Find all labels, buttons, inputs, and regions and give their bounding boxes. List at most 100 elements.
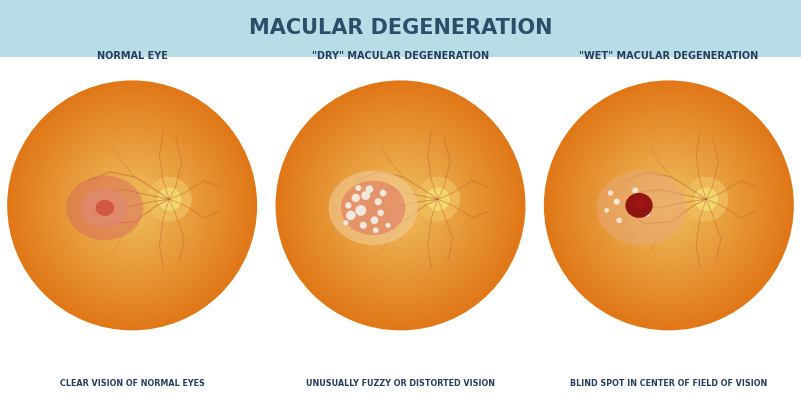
Ellipse shape — [37, 110, 227, 301]
Ellipse shape — [598, 135, 739, 276]
Ellipse shape — [87, 160, 178, 251]
Ellipse shape — [347, 152, 454, 259]
Ellipse shape — [318, 122, 483, 288]
Ellipse shape — [626, 193, 653, 218]
Ellipse shape — [652, 189, 686, 222]
Ellipse shape — [602, 139, 735, 272]
Ellipse shape — [364, 168, 437, 243]
Ellipse shape — [107, 181, 157, 230]
Ellipse shape — [66, 176, 143, 240]
Ellipse shape — [615, 152, 723, 259]
Ellipse shape — [361, 191, 370, 200]
Ellipse shape — [81, 188, 128, 228]
Ellipse shape — [54, 127, 211, 284]
Ellipse shape — [648, 185, 690, 226]
Ellipse shape — [590, 127, 747, 284]
Ellipse shape — [341, 181, 405, 235]
Ellipse shape — [322, 127, 479, 284]
Ellipse shape — [344, 220, 348, 225]
Ellipse shape — [384, 189, 417, 222]
Ellipse shape — [45, 118, 219, 292]
Ellipse shape — [416, 177, 460, 222]
Ellipse shape — [351, 156, 450, 255]
Ellipse shape — [301, 106, 500, 305]
Ellipse shape — [360, 222, 367, 229]
Ellipse shape — [115, 189, 149, 222]
Ellipse shape — [147, 177, 191, 222]
Ellipse shape — [684, 177, 728, 222]
Ellipse shape — [91, 164, 174, 247]
Ellipse shape — [16, 90, 248, 321]
Ellipse shape — [366, 186, 373, 193]
Ellipse shape — [611, 147, 727, 263]
Ellipse shape — [380, 185, 421, 226]
Ellipse shape — [280, 85, 521, 325]
Ellipse shape — [631, 168, 706, 243]
Ellipse shape — [157, 187, 182, 212]
Ellipse shape — [425, 187, 450, 212]
Ellipse shape — [41, 115, 223, 296]
Ellipse shape — [20, 94, 244, 317]
Text: BLIND SPOT IN CENTER OF FIELD OF VISION: BLIND SPOT IN CENTER OF FIELD OF VISION — [570, 379, 767, 388]
Text: NORMAL EYE: NORMAL EYE — [97, 51, 167, 61]
Ellipse shape — [570, 106, 768, 305]
Ellipse shape — [111, 185, 153, 226]
Ellipse shape — [328, 171, 418, 245]
Ellipse shape — [293, 98, 508, 313]
Text: MACULAR DEGENERATION: MACULAR DEGENERATION — [249, 19, 552, 38]
Ellipse shape — [355, 160, 446, 251]
Ellipse shape — [607, 143, 731, 267]
Ellipse shape — [657, 193, 681, 218]
Ellipse shape — [605, 208, 609, 213]
Ellipse shape — [614, 199, 620, 205]
Ellipse shape — [62, 135, 203, 276]
Ellipse shape — [694, 187, 718, 212]
Ellipse shape — [597, 171, 686, 245]
Ellipse shape — [83, 156, 182, 255]
Ellipse shape — [623, 160, 714, 251]
Ellipse shape — [380, 190, 386, 196]
Ellipse shape — [627, 164, 710, 247]
Ellipse shape — [392, 197, 409, 214]
Ellipse shape — [120, 193, 144, 218]
Ellipse shape — [545, 81, 793, 329]
Ellipse shape — [371, 216, 378, 224]
Ellipse shape — [582, 118, 755, 292]
Text: UNUSUALLY FUZZY OR DISTORTED VISION: UNUSUALLY FUZZY OR DISTORTED VISION — [306, 379, 495, 388]
Ellipse shape — [388, 193, 413, 218]
Ellipse shape — [368, 172, 433, 239]
Ellipse shape — [309, 115, 492, 296]
Ellipse shape — [372, 177, 429, 234]
Bar — [0, 0, 801, 57]
Ellipse shape — [377, 210, 384, 216]
Ellipse shape — [356, 205, 366, 216]
Ellipse shape — [326, 131, 475, 280]
Ellipse shape — [661, 197, 677, 214]
Ellipse shape — [373, 228, 378, 233]
Ellipse shape — [586, 122, 751, 288]
Ellipse shape — [305, 110, 496, 301]
Ellipse shape — [95, 168, 170, 243]
Ellipse shape — [66, 139, 199, 272]
Ellipse shape — [33, 106, 231, 305]
Ellipse shape — [128, 201, 136, 209]
Ellipse shape — [25, 98, 239, 313]
Ellipse shape — [288, 94, 513, 317]
Ellipse shape — [549, 85, 789, 325]
Ellipse shape — [78, 152, 186, 259]
Ellipse shape — [375, 198, 381, 205]
Ellipse shape — [95, 200, 115, 216]
Ellipse shape — [644, 181, 694, 230]
Ellipse shape — [103, 177, 161, 234]
Ellipse shape — [594, 131, 743, 280]
Ellipse shape — [665, 201, 673, 209]
Ellipse shape — [346, 211, 356, 220]
Ellipse shape — [70, 143, 195, 267]
Ellipse shape — [553, 90, 785, 321]
Ellipse shape — [356, 185, 361, 191]
Ellipse shape — [99, 172, 165, 239]
Ellipse shape — [352, 194, 360, 202]
Ellipse shape — [74, 147, 190, 263]
Ellipse shape — [276, 81, 525, 329]
Ellipse shape — [574, 110, 764, 301]
